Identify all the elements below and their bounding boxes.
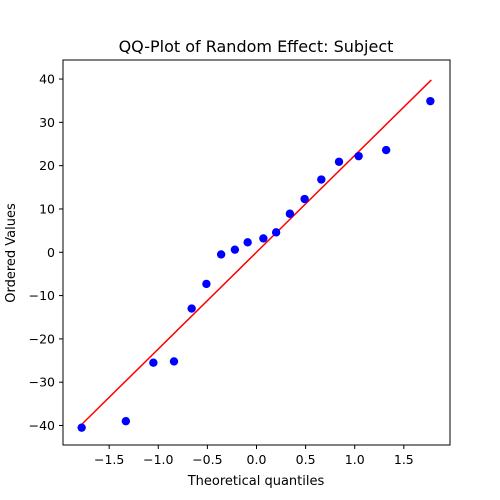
x-tick-label: 1.0 — [345, 452, 365, 467]
data-point — [300, 194, 309, 204]
x-tick-label: 1.5 — [394, 452, 414, 467]
data-point — [381, 145, 391, 155]
y-tick-label: 30 — [39, 115, 55, 130]
x-tick-label: −1.5 — [94, 452, 124, 467]
y-tick-label: 10 — [39, 201, 55, 216]
data-point — [121, 416, 131, 426]
data-point — [334, 157, 344, 166]
data-point — [230, 245, 240, 254]
data-point — [187, 304, 196, 313]
y-tick-label: −40 — [29, 418, 55, 433]
data-point — [202, 279, 211, 289]
data-point — [426, 96, 435, 106]
x-tick-label: −0.5 — [192, 452, 222, 467]
y-tick-label: 0 — [47, 245, 55, 260]
x-axis: −1.5 −1.0 −0.5 0.0 0.5 1.0 1.5 — [94, 445, 414, 467]
y-tick-label: −10 — [29, 288, 55, 303]
data-point — [285, 209, 295, 218]
x-tick-label: 0.5 — [296, 452, 316, 467]
data-point — [149, 358, 158, 367]
fit-line — [79, 79, 432, 427]
data-point — [317, 175, 326, 184]
y-tick-label: −30 — [29, 375, 55, 390]
data-point — [259, 234, 268, 243]
x-axis-label: Theoretical quantiles — [187, 474, 325, 489]
y-tick-label: 40 — [39, 72, 55, 87]
data-point — [354, 151, 363, 161]
y-tick-label: 20 — [39, 158, 55, 173]
y-axis-label: Ordered Values — [4, 203, 19, 303]
data-point — [271, 228, 281, 237]
x-tick-label: −1.0 — [143, 452, 173, 467]
data-point — [169, 357, 179, 366]
data-point — [77, 423, 86, 432]
x-tick-label: 0.0 — [247, 452, 267, 467]
data-point — [216, 250, 226, 259]
chart-title: QQ-Plot of Random Effect: Subject — [119, 37, 394, 56]
plot-area — [77, 79, 435, 432]
y-tick-label: −20 — [29, 331, 55, 346]
y-axis: −40 −30 −20 −10 0 10 20 30 40 — [29, 72, 63, 433]
data-point — [243, 238, 252, 247]
